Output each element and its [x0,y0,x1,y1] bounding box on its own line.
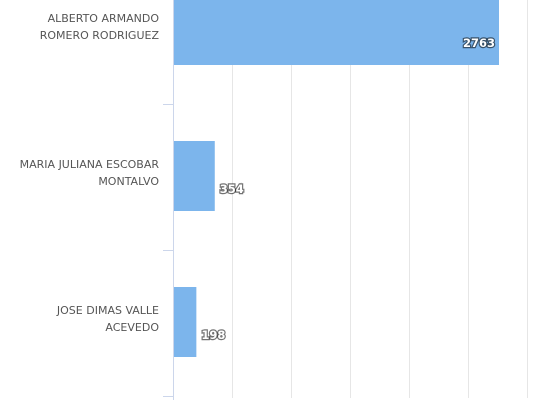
category-label: JOSE DIMAS VALLE [56,304,159,317]
category-label: MARIA JULIANA ESCOBAR [20,158,160,171]
category-label: ACEVEDO [105,321,159,334]
category-label: MONTALVO [98,175,159,188]
bar [174,141,215,211]
data-label: 2763 [463,36,495,50]
labels: 2763 ALBERTO ARMANDO ROMERO RODRIGUEZ 354 MA… [20,12,497,343]
bar [174,287,197,357]
category-label: ROMERO RODRIGUEZ [40,29,160,42]
bars [174,0,499,357]
category-label: ALBERTO ARMANDO [48,12,160,25]
data-label: 198 [201,328,225,342]
gridlines [232,0,528,398]
category-axis [163,0,174,400]
data-label: 354 [220,182,244,196]
bar [174,0,499,65]
